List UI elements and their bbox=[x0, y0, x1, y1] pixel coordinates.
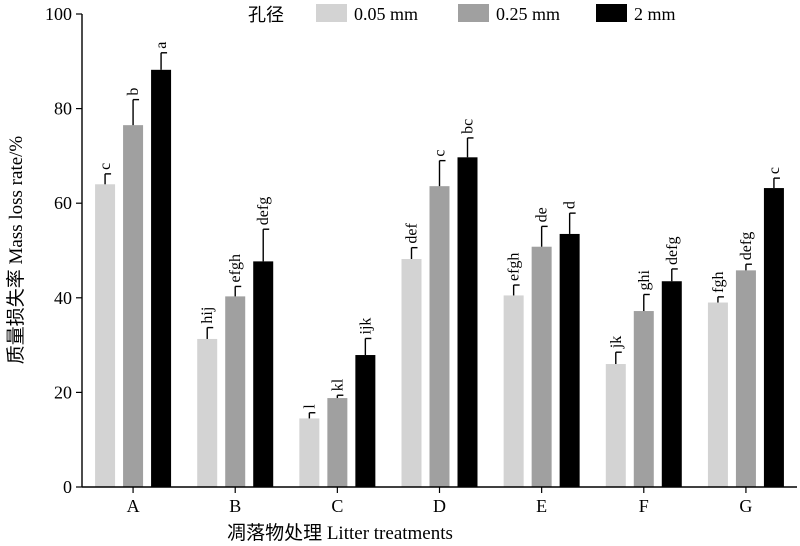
bar bbox=[401, 259, 422, 487]
bar bbox=[299, 418, 320, 487]
bar bbox=[531, 246, 552, 487]
bar bbox=[327, 398, 348, 487]
bar bbox=[355, 355, 376, 487]
significance-label: efgh bbox=[506, 253, 523, 281]
x-tick-label: G bbox=[739, 496, 752, 516]
bar bbox=[763, 188, 784, 487]
legend-label: 0.05 mm bbox=[354, 4, 418, 24]
legend: 孔径 0.05 mm 0.25 mm 2 mm bbox=[248, 4, 676, 25]
x-tick-label: B bbox=[229, 496, 241, 516]
plot-area: cbahijefghdefglklijkdefcbcefghdedjkghide… bbox=[95, 42, 784, 488]
bar bbox=[123, 125, 144, 487]
significance-label: d bbox=[562, 201, 579, 209]
y-axis-title: 质量损失率 Mass loss rate/% bbox=[5, 136, 27, 365]
bar bbox=[253, 261, 274, 487]
y-tick-label: 40 bbox=[54, 288, 72, 308]
significance-label: bc bbox=[460, 119, 477, 134]
x-tick-label: D bbox=[433, 496, 446, 516]
legend-swatch bbox=[458, 4, 489, 22]
y-tick-label: 20 bbox=[54, 382, 72, 402]
x-tick-label: F bbox=[639, 496, 649, 516]
significance-label: kl bbox=[329, 378, 346, 391]
significance-label: defg bbox=[738, 232, 755, 260]
axes: A B C D E F G 0 20 40 60 80 100 bbox=[45, 4, 797, 516]
bar bbox=[633, 311, 654, 487]
significance-label: ghi bbox=[636, 269, 653, 290]
x-tick-label: E bbox=[536, 496, 547, 516]
y-tick-label: 80 bbox=[54, 99, 72, 119]
bar bbox=[559, 233, 580, 487]
significance-label: c bbox=[766, 167, 783, 174]
bar bbox=[429, 186, 450, 487]
significance-label: de bbox=[534, 207, 551, 222]
significance-label: a bbox=[153, 42, 170, 49]
x-axis-title: 凋落物处理 Litter treatments bbox=[227, 522, 453, 544]
legend-label: 0.25 mm bbox=[496, 4, 560, 24]
legend-swatch bbox=[596, 4, 627, 22]
significance-label: defg bbox=[664, 237, 681, 265]
y-tick-label: 0 bbox=[63, 477, 72, 497]
legend-label: 2 mm bbox=[634, 4, 676, 24]
y-tick-label: 60 bbox=[54, 193, 72, 213]
bar bbox=[225, 296, 246, 487]
significance-label: defg bbox=[255, 197, 272, 225]
significance-label: efgh bbox=[227, 254, 244, 282]
legend-swatch bbox=[316, 4, 347, 22]
significance-label: b bbox=[125, 88, 142, 96]
bar bbox=[503, 295, 524, 487]
bar bbox=[735, 270, 756, 487]
y-tick-label: 100 bbox=[45, 4, 72, 24]
x-tick-label: A bbox=[127, 496, 140, 516]
significance-label: c bbox=[432, 150, 449, 157]
significance-label: c bbox=[97, 163, 114, 170]
significance-label: hij bbox=[199, 307, 216, 324]
bar bbox=[151, 69, 172, 488]
significance-label: def bbox=[404, 223, 421, 244]
significance-label: fgh bbox=[710, 272, 727, 293]
significance-label: ijk bbox=[357, 318, 374, 335]
bar bbox=[457, 157, 478, 487]
significance-label: jk bbox=[608, 336, 625, 349]
significance-label: l bbox=[301, 404, 318, 409]
x-tick-label: C bbox=[331, 496, 343, 516]
bar bbox=[661, 281, 682, 487]
bar bbox=[707, 302, 728, 487]
bar bbox=[95, 184, 116, 487]
bar bbox=[197, 338, 218, 487]
legend-title: 孔径 bbox=[248, 5, 284, 25]
bar bbox=[605, 364, 626, 487]
